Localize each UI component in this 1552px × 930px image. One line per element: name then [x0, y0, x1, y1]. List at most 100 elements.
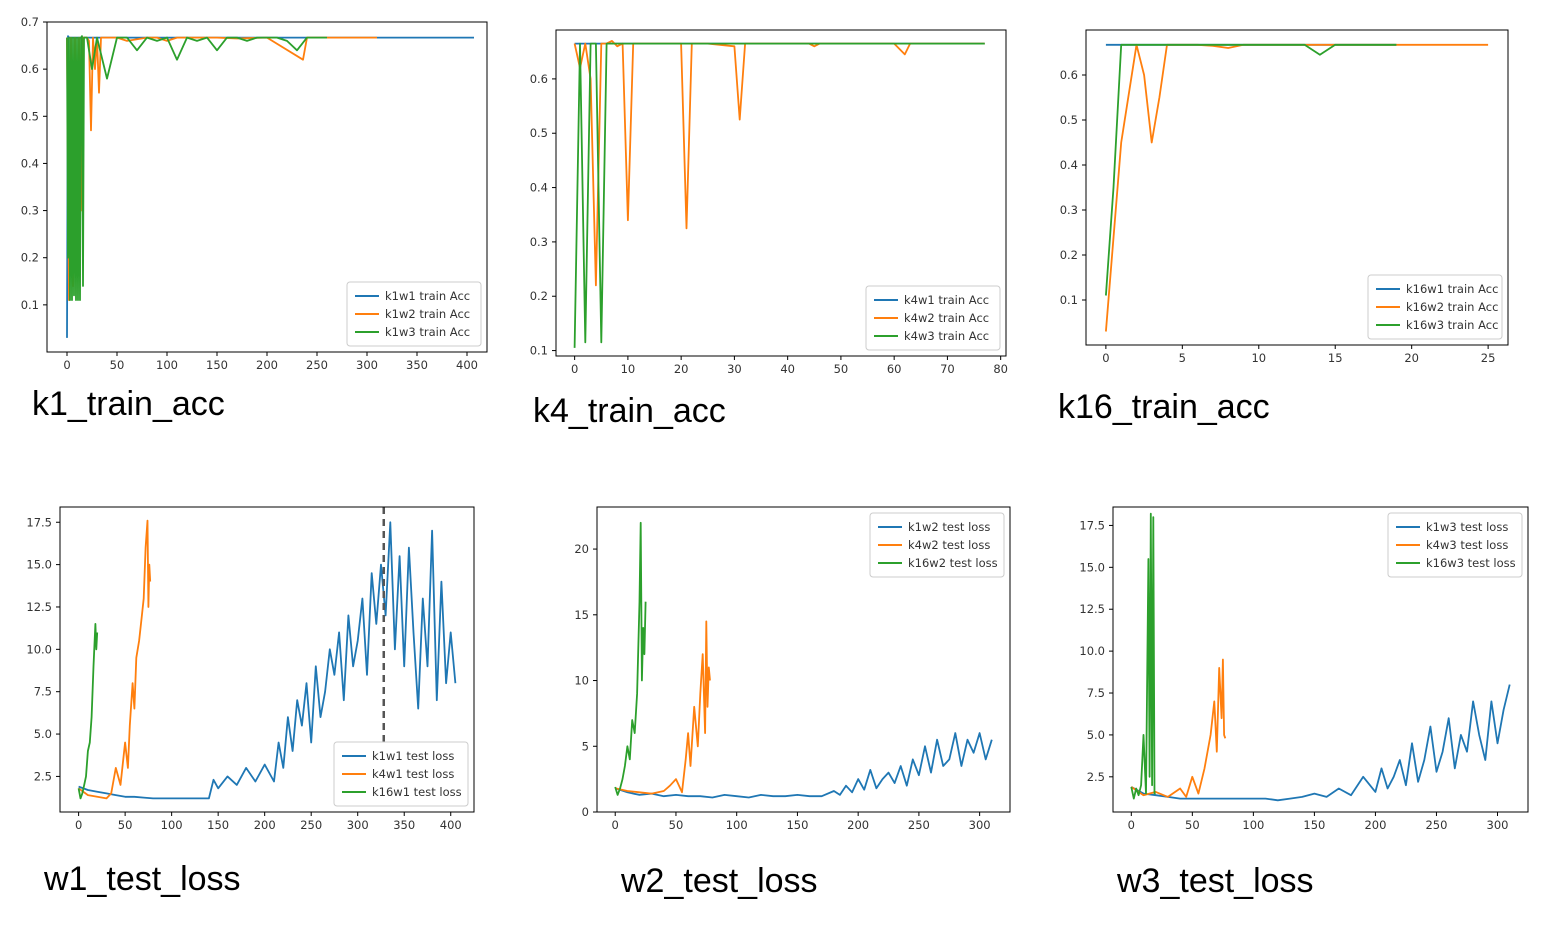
x-tick-label: 0	[75, 818, 82, 832]
y-tick-label: 12.5	[1079, 602, 1105, 616]
x-tick-label: 200	[1364, 818, 1386, 832]
plot-frame	[59, 506, 475, 813]
legend-label: k16w2 test loss	[908, 556, 998, 570]
legend-box	[1387, 512, 1523, 578]
y-tick-label: 0.3	[1060, 203, 1078, 217]
series-line-1	[1130, 684, 1511, 802]
x-tick-label: 400	[440, 818, 462, 832]
y-tick-label: 12.5	[26, 600, 52, 614]
series-line-2	[1130, 658, 1227, 798]
x-tick-label: 150	[207, 818, 229, 832]
series-line-2	[66, 36, 377, 302]
y-tick-label: 20	[574, 542, 589, 556]
caption-w2-test-loss: w2_test_loss	[621, 862, 818, 900]
x-tick-label: 70	[940, 362, 955, 376]
y-tick-label: 0.2	[1060, 248, 1078, 262]
x-tick-label: 400	[456, 358, 478, 372]
y-tick-label: 2.5	[34, 769, 52, 783]
plot-frame	[1085, 29, 1509, 346]
x-tick-label: 20	[1404, 351, 1419, 365]
series-line-3	[66, 35, 327, 302]
y-tick-label: 15	[574, 608, 589, 622]
y-tick-label: 0.4	[1060, 158, 1078, 172]
legend-label: k1w1 train Acc	[385, 289, 470, 303]
y-tick-label: 10.0	[1079, 644, 1105, 658]
x-tick-label: 0	[612, 818, 619, 832]
y-tick-label: 0.7	[21, 15, 39, 29]
x-tick-label: 250	[300, 818, 322, 832]
caption-k4-train-acc: k4_train_acc	[533, 392, 726, 430]
y-tick-label: 0.1	[21, 298, 39, 312]
x-tick-label: 0	[1102, 351, 1109, 365]
x-tick-label: 80	[993, 362, 1008, 376]
y-tick-label: 15.0	[26, 558, 52, 572]
y-tick-label: 5.0	[34, 727, 52, 741]
series-line-2	[78, 519, 152, 800]
x-tick-label: 0	[571, 362, 578, 376]
x-tick-label: 300	[969, 818, 991, 832]
y-tick-label: 0.6	[21, 62, 39, 76]
caption-w1-test-loss: w1_test_loss	[44, 860, 241, 898]
legend: k1w1 train Acc k1w2 train Acc k1w3 train A…	[346, 281, 482, 347]
x-tick-label: 20	[674, 362, 689, 376]
legend-label: k4w3 test loss	[1426, 538, 1508, 552]
y-tick-label: 7.5	[1087, 686, 1105, 700]
x-tick-label: 150	[786, 818, 808, 832]
series-line-2	[615, 620, 711, 795]
caption-k16-train-acc: k16_train_acc	[1058, 388, 1270, 426]
y-tick-label: 5	[582, 739, 589, 753]
x-tick-label: 100	[161, 818, 183, 832]
y-tick-label: 15.0	[1079, 560, 1105, 574]
x-tick-label: 300	[1487, 818, 1509, 832]
legend-label: k16w3 test loss	[1426, 556, 1516, 570]
x-tick-label: 200	[254, 818, 276, 832]
x-tick-label: 30	[727, 362, 742, 376]
legend-label: k4w1 train Acc	[904, 293, 989, 307]
series-line-2	[573, 40, 985, 287]
y-tick-label: 0.5	[530, 126, 548, 140]
y-tick-label: 5.0	[1087, 728, 1105, 742]
chart-panel-3: 0 50 100 150 200 250 300 350 400 2.5 5.0 7.5 10.0 12.…	[26, 506, 475, 832]
y-tick-label: 7.5	[34, 685, 52, 699]
y-tick-label: 0	[582, 805, 589, 819]
series-line-1	[78, 521, 457, 800]
x-tick-label: 0	[1128, 818, 1135, 832]
x-tick-label: 25	[1481, 351, 1496, 365]
legend-label: k4w2 test loss	[908, 538, 990, 552]
series-line-3	[77, 623, 99, 800]
chart-panel-1: 0 10 20 30 40 50 60 70 80 0.1 0.2 0.3 0.4 0.5 0.6 k4w1 …	[530, 29, 1008, 376]
y-tick-label: 0.1	[1060, 293, 1078, 307]
legend-box	[869, 512, 1005, 578]
y-tick-label: 0.4	[21, 156, 39, 170]
legend-label: k4w2 train Acc	[904, 311, 989, 325]
legend-label: k16w1 train Acc	[1406, 282, 1498, 296]
legend-box	[1367, 274, 1503, 340]
x-tick-label: 350	[406, 358, 428, 372]
x-tick-label: 50	[834, 362, 849, 376]
x-tick-label: 60	[887, 362, 902, 376]
plot-frame	[596, 506, 1011, 813]
y-tick-label: 10	[574, 674, 589, 688]
legend-label: k1w3 train Acc	[385, 325, 470, 339]
chart-panel-5: 0 50 100 150 200 250 300 2.5 5.0 7.5 10.0 12.5 15.0 1…	[1079, 506, 1529, 832]
plot-frame	[1112, 506, 1529, 813]
y-tick-label: 0.3	[530, 235, 548, 249]
x-tick-label: 50	[110, 358, 125, 372]
legend-label: k1w2 train Acc	[385, 307, 470, 321]
x-tick-label: 50	[669, 818, 684, 832]
x-tick-label: 150	[1303, 818, 1325, 832]
series-line-3	[614, 521, 647, 796]
x-tick-label: 50	[1185, 818, 1200, 832]
legend-label: k1w1 test loss	[372, 749, 454, 763]
x-tick-label: 15	[1328, 351, 1343, 365]
y-tick-label: 17.5	[1079, 518, 1105, 532]
x-tick-label: 40	[780, 362, 795, 376]
legend-label: k16w2 train Acc	[1406, 300, 1498, 314]
legend-label: k4w3 train Acc	[904, 329, 989, 343]
x-tick-label: 10	[621, 362, 636, 376]
legend-label: k16w1 test loss	[372, 785, 462, 799]
y-tick-label: 0.6	[530, 72, 548, 86]
legend: k1w3 test loss k4w3 test loss k16w3 test l…	[1387, 512, 1523, 578]
legend-label: k1w3 test loss	[1426, 520, 1508, 534]
